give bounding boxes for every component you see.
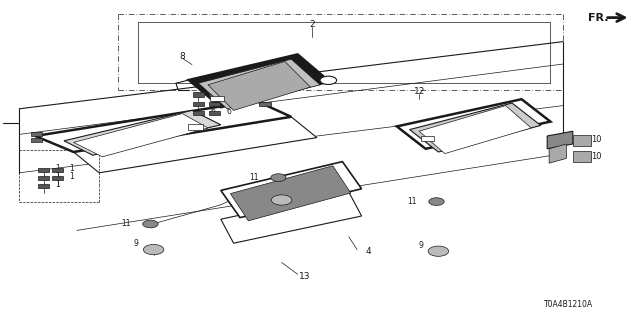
Text: 2: 2 (310, 20, 315, 28)
Bar (209, 92, 220, 97)
Bar (52, 168, 63, 172)
Text: T0A4B1210A: T0A4B1210A (544, 300, 593, 309)
Bar (421, 136, 434, 141)
Polygon shape (74, 114, 208, 157)
Text: 6: 6 (226, 99, 231, 108)
Text: 6: 6 (210, 99, 215, 108)
Bar (31, 138, 42, 142)
Polygon shape (397, 99, 550, 149)
Bar (193, 102, 204, 106)
Bar (193, 111, 204, 115)
Polygon shape (221, 192, 362, 243)
Bar (250, 98, 261, 102)
Text: 1: 1 (69, 172, 74, 181)
Bar (188, 124, 203, 130)
Text: 11: 11 (122, 220, 131, 228)
Text: 11: 11 (250, 173, 259, 182)
Text: 9: 9 (133, 239, 138, 248)
Polygon shape (198, 59, 320, 109)
Polygon shape (410, 103, 541, 152)
Text: 1: 1 (55, 180, 60, 189)
Polygon shape (547, 131, 573, 149)
Text: 4: 4 (365, 247, 371, 256)
Text: 13: 13 (299, 272, 310, 281)
Text: 1: 1 (69, 164, 74, 173)
Text: 5: 5 (547, 140, 552, 149)
Polygon shape (74, 117, 317, 173)
Text: 9: 9 (418, 241, 423, 250)
Text: 10: 10 (591, 152, 602, 161)
Circle shape (271, 174, 286, 181)
Text: 6: 6 (210, 89, 215, 98)
Bar (52, 176, 63, 180)
Circle shape (143, 220, 158, 228)
Circle shape (143, 244, 164, 255)
Circle shape (428, 246, 449, 256)
Bar (193, 92, 204, 97)
Text: 6: 6 (226, 107, 231, 116)
Text: 1: 1 (55, 172, 60, 181)
Circle shape (271, 195, 292, 205)
Text: 1: 1 (55, 164, 60, 173)
Bar (573, 135, 591, 146)
Circle shape (320, 76, 337, 84)
Polygon shape (549, 144, 566, 163)
Polygon shape (189, 54, 330, 107)
Polygon shape (221, 162, 362, 218)
Text: 6: 6 (210, 107, 215, 116)
Polygon shape (419, 106, 531, 154)
Bar (259, 102, 271, 106)
Bar (38, 168, 49, 172)
Circle shape (429, 198, 444, 205)
Bar (573, 151, 591, 162)
Text: FR.: FR. (588, 12, 609, 23)
Polygon shape (208, 61, 310, 110)
Bar (38, 176, 49, 180)
Text: 11: 11 (408, 197, 417, 206)
Bar (38, 184, 49, 188)
Text: 9: 9 (261, 190, 266, 199)
Bar (209, 111, 220, 115)
Bar (210, 96, 224, 101)
Polygon shape (230, 166, 351, 221)
Text: 8: 8 (180, 52, 185, 60)
Polygon shape (35, 101, 291, 152)
Text: 10: 10 (591, 135, 602, 144)
Text: 12: 12 (413, 87, 425, 96)
Bar (209, 102, 220, 106)
Bar (31, 132, 42, 136)
Text: 6: 6 (226, 89, 231, 98)
Polygon shape (64, 110, 221, 155)
